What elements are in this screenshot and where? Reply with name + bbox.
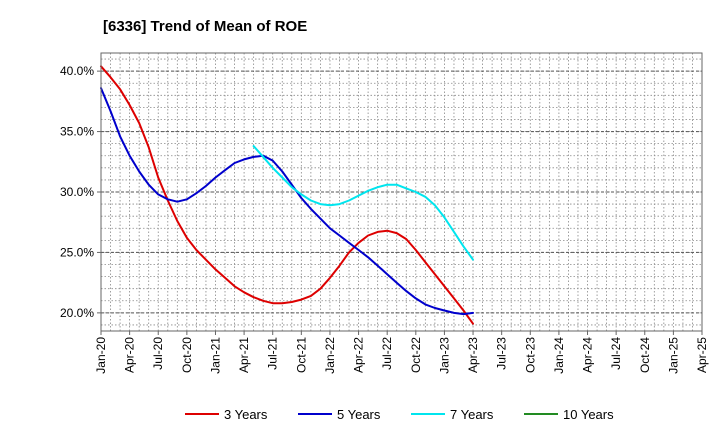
x-tick-label: Jul-21 xyxy=(266,337,280,370)
x-tick-label: Oct-24 xyxy=(638,337,652,373)
grid xyxy=(101,53,702,331)
x-tick-label: Jul-24 xyxy=(609,337,623,370)
series-line-2 xyxy=(100,87,474,316)
x-tick-label: Jan-22 xyxy=(323,337,337,374)
x-tick-label: Apr-20 xyxy=(123,337,137,373)
y-tick-label: 25.0% xyxy=(60,245,94,259)
x-tick-label: Oct-22 xyxy=(409,337,423,373)
y-tick-label: 30.0% xyxy=(60,185,94,199)
x-tick-label: Jul-20 xyxy=(151,337,165,370)
x-tick-label: Jan-25 xyxy=(666,337,680,374)
x-tick-label: Jan-23 xyxy=(437,337,451,374)
series-layer xyxy=(100,65,474,325)
x-tick-label: Jan-24 xyxy=(552,337,566,374)
legend-label: 10 Years xyxy=(563,407,614,422)
x-tick-label: Apr-21 xyxy=(237,337,251,373)
x-tick-label: Jul-22 xyxy=(380,337,394,370)
x-tick-label: Apr-23 xyxy=(466,337,480,373)
legend-label: 5 Years xyxy=(337,407,381,422)
series-line-1 xyxy=(100,65,474,325)
x-tick-label: Oct-23 xyxy=(523,337,537,373)
x-tick-label: Jan-21 xyxy=(208,337,222,374)
x-tick-label: Oct-21 xyxy=(294,337,308,373)
legend-label: 7 Years xyxy=(450,407,494,422)
y-tick-label: 35.0% xyxy=(60,125,94,139)
chart-title: [6336] Trend of Mean of ROE xyxy=(103,18,307,35)
x-tick-label: Apr-24 xyxy=(581,337,595,373)
x-tick-label: Jan-20 xyxy=(94,337,108,374)
x-tick-label: Oct-20 xyxy=(180,337,194,373)
y-tick-label: 20.0% xyxy=(60,306,94,320)
series-line-3 xyxy=(252,145,474,261)
x-tick-label: Apr-22 xyxy=(352,337,366,373)
x-axis: Jan-20 Apr-20 Jul-20 Oct-20 Jan-21 Apr-21 Jul-… xyxy=(94,331,709,374)
y-axis: 20.0% 25.0% 30.0% 35.0% 40.0% xyxy=(60,64,101,320)
x-tick-label: Apr-25 xyxy=(695,337,709,373)
legend: 3 Years 5 Years 7 Years 10 Years xyxy=(185,407,614,422)
y-tick-label: 40.0% xyxy=(60,64,94,78)
x-tick-label: Jul-23 xyxy=(495,337,509,370)
legend-label: 3 Years xyxy=(224,407,268,422)
